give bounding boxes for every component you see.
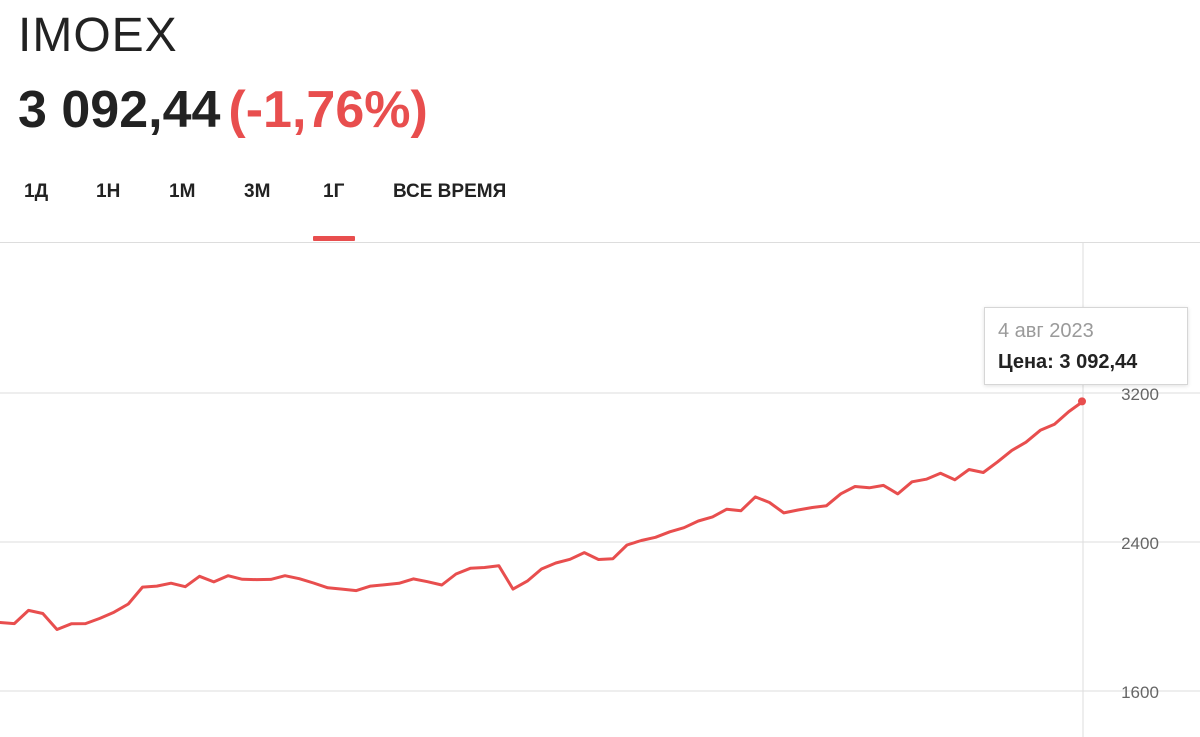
tab-all-time[interactable]: ВСЕ ВРЕМЯ (393, 181, 507, 202)
tab-1y[interactable]: 1Г (323, 180, 344, 241)
price-line-chart[interactable]: 1600 2400 3200 (0, 243, 1200, 737)
ticker-title: IMOEX (18, 9, 178, 62)
tooltip-date: 4 авг 2023 (998, 320, 1094, 342)
price-summary: 3 092,44 (-1,76%) (18, 80, 428, 140)
tab-3m[interactable]: 3М (244, 181, 271, 202)
tooltip-price: Цена: 3 092,44 (998, 351, 1138, 373)
hover-point-marker (1078, 397, 1086, 406)
y-tick-label: 3200 (1121, 385, 1159, 404)
tab-1w[interactable]: 1Н (96, 181, 121, 202)
tab-1d[interactable]: 1Д (24, 181, 49, 202)
chart-tooltip: 4 авг 2023 Цена: 3 092,44 (984, 307, 1188, 385)
current-price: 3 092,44 (18, 81, 221, 139)
price-series-line (0, 399, 1085, 631)
tab-1m[interactable]: 1М (169, 181, 196, 202)
price-change-percent: (-1,76%) (228, 81, 428, 139)
y-tick-label: 1600 (1121, 683, 1159, 702)
period-tabs: 1Д 1Н 1М 3М 1Г ВСЕ ВРЕМЯ (0, 172, 1200, 243)
y-tick-label: 2400 (1121, 534, 1159, 553)
